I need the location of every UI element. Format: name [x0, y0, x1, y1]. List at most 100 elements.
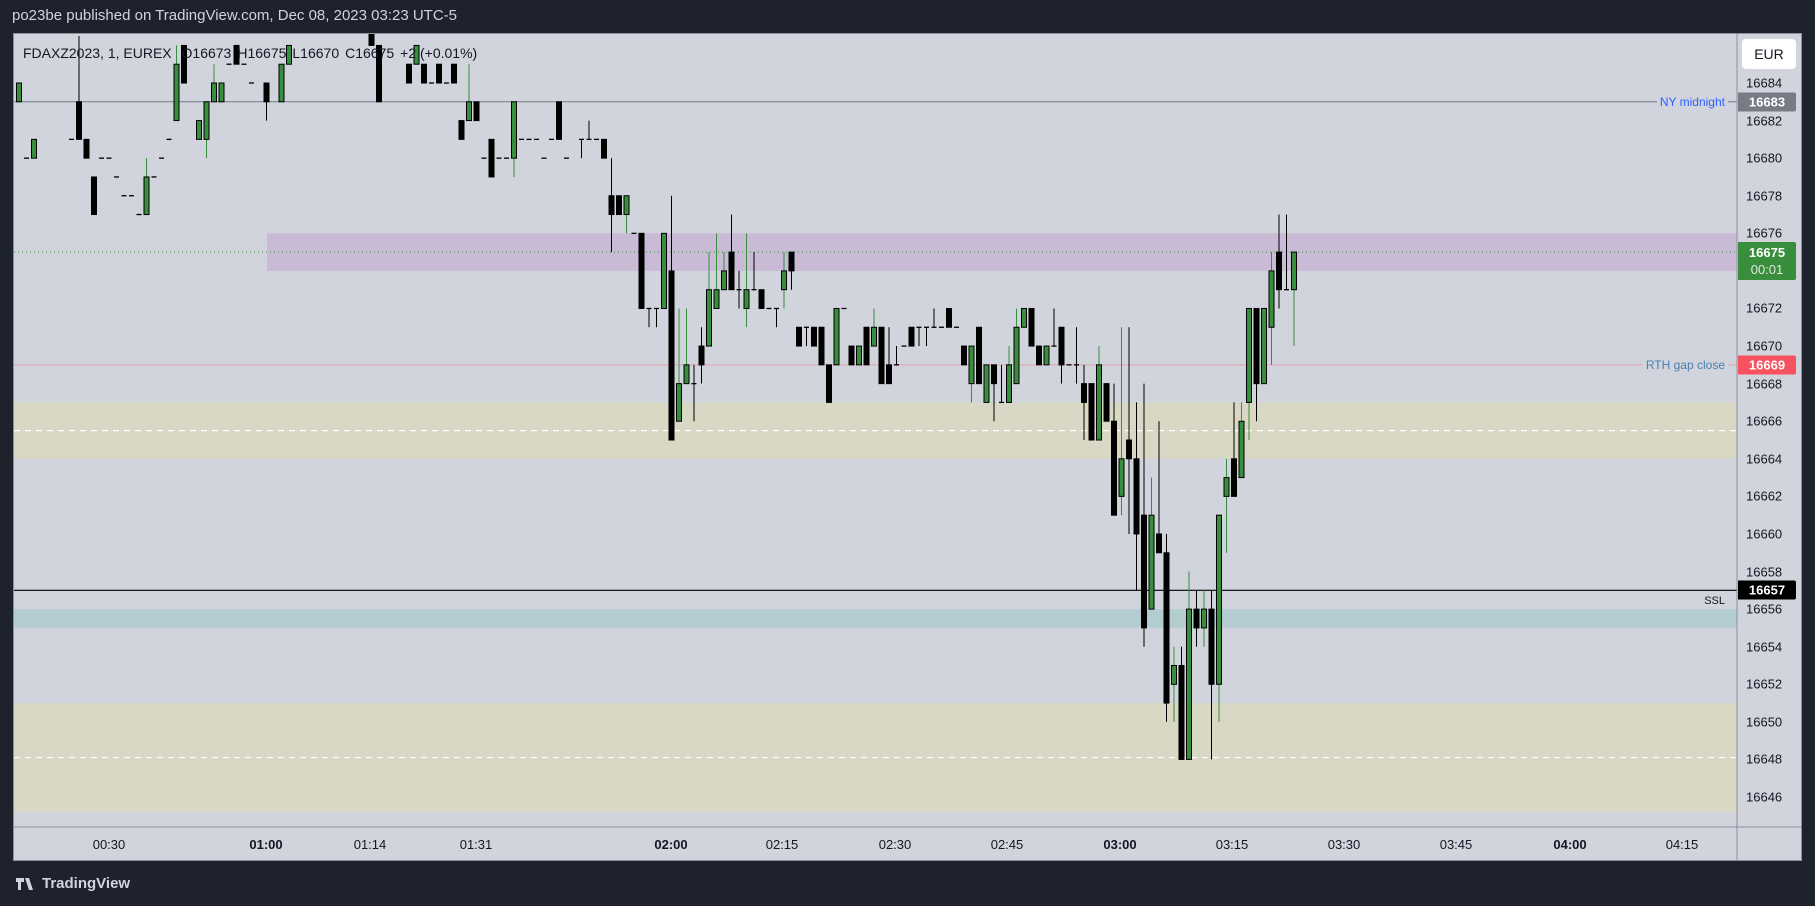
candle-down: [368, 34, 375, 46]
candle-up: [143, 176, 150, 216]
tradingview-logo[interactable]: TradingView: [16, 875, 130, 892]
candle-up: [196, 120, 202, 140]
candle-up: [1223, 477, 1230, 497]
price-tick-label: 16676: [1746, 225, 1783, 241]
bar-countdown: 00:01: [1750, 262, 1784, 277]
candle-down: [991, 364, 997, 385]
price-tick-label: 16678: [1746, 188, 1783, 204]
candle-down: [1163, 552, 1170, 704]
candle-up: [1006, 364, 1012, 403]
candle-down: [848, 345, 855, 366]
candle-down: [83, 138, 90, 159]
ssl-label: SSL: [1704, 595, 1725, 607]
rth-gap-close-price-tag: 16669: [1738, 355, 1796, 375]
time-tick-label: 03:00: [1103, 837, 1137, 852]
candle-up: [1201, 608, 1207, 629]
candle-down: [788, 251, 795, 272]
candle-down: [668, 270, 675, 441]
candle-up: [286, 44, 292, 65]
time-tick-label: 02:00: [654, 837, 688, 852]
candle-down: [1193, 608, 1200, 629]
candle-up: [833, 307, 840, 366]
price-tick-label: 16650: [1746, 714, 1783, 730]
candle-down: [638, 232, 645, 309]
candle-down: [556, 101, 562, 140]
price-tick-label: 16662: [1746, 488, 1783, 504]
candle-down: [796, 326, 802, 347]
candle-up: [211, 82, 217, 103]
candle-up: [203, 101, 210, 140]
price-tick-label: 16648: [1746, 751, 1783, 767]
candle-down: [1253, 307, 1260, 385]
candle-up: [1021, 307, 1027, 328]
legend-low: L16670: [292, 45, 340, 61]
candle-down: [436, 63, 442, 84]
last-price: 16675: [1748, 245, 1786, 260]
price-tick-label: 16682: [1746, 113, 1783, 129]
candle-up: [1043, 345, 1050, 366]
price-tick-label: 16654: [1746, 639, 1783, 655]
rth-gap-close-label: RTH gap close: [1642, 358, 1728, 372]
candle-down: [698, 345, 705, 366]
price-tick-label: 16660: [1746, 526, 1783, 542]
ny-midnight-label: NY midnight: [1656, 95, 1728, 109]
candle-down: [811, 326, 817, 347]
candle-down: [758, 289, 765, 309]
time-tick-label: 01:00: [249, 837, 283, 852]
time-tick-label: 02:30: [878, 837, 912, 852]
candle-down: [76, 101, 82, 140]
candle-up: [1261, 307, 1267, 385]
candle-down: [1276, 251, 1282, 291]
candle-up: [1013, 326, 1020, 385]
candle-down: [1178, 664, 1185, 760]
candle-up: [31, 138, 37, 159]
candle-down: [451, 63, 457, 84]
candle-up: [1216, 514, 1222, 685]
currency-button[interactable]: EUR: [1742, 39, 1796, 69]
candle-up: [781, 270, 787, 291]
candle-down: [826, 364, 832, 403]
candle-up: [683, 364, 690, 385]
candle-down: [616, 195, 622, 216]
candle-down: [878, 326, 885, 385]
candle-up: [661, 232, 667, 309]
candle-down: [1081, 383, 1087, 403]
candle-down: [1111, 420, 1117, 516]
candle-down: [1058, 326, 1065, 366]
candle-down: [1126, 439, 1132, 460]
candle-down: [818, 326, 825, 366]
publish-header: po23be published on TradingView.com, Dec…: [12, 7, 458, 24]
candle-up: [856, 345, 862, 366]
candle-up: [173, 63, 180, 122]
candle-up: [1268, 270, 1275, 328]
candle-up: [968, 345, 975, 385]
candle-down: [1133, 458, 1140, 535]
candle-up: [1291, 251, 1297, 291]
time-tick-label: 03:45: [1439, 837, 1473, 852]
candle-up: [1118, 458, 1125, 497]
ssl-price-tag: 16657: [1738, 580, 1796, 600]
candle-down: [406, 63, 412, 84]
candle-up: [713, 289, 720, 309]
legend-symbol[interactable]: FDAXZ2023, 1, EUREX: [23, 45, 172, 61]
candle-down: [263, 82, 270, 103]
candle-up: [1096, 364, 1102, 441]
candle-up: [1148, 514, 1155, 610]
candle-up: [278, 63, 285, 103]
candle-down: [608, 195, 615, 216]
candle-down: [376, 44, 382, 103]
ny-midnight-price-tag: 16683: [1738, 92, 1796, 112]
time-tick-label: 01:14: [353, 837, 387, 852]
candle-down: [908, 326, 915, 347]
candle-up: [983, 364, 990, 403]
candle-up: [1171, 664, 1177, 685]
time-tick-label: 03:30: [1327, 837, 1361, 852]
candle-down: [1156, 533, 1162, 554]
candle-down: [728, 251, 735, 291]
price-tick-label: 16672: [1746, 300, 1783, 316]
price-tick-label: 16664: [1746, 451, 1783, 467]
candle-up: [1186, 608, 1192, 760]
price-tick-label: 16680: [1746, 150, 1783, 166]
plot-area: [14, 34, 1737, 813]
